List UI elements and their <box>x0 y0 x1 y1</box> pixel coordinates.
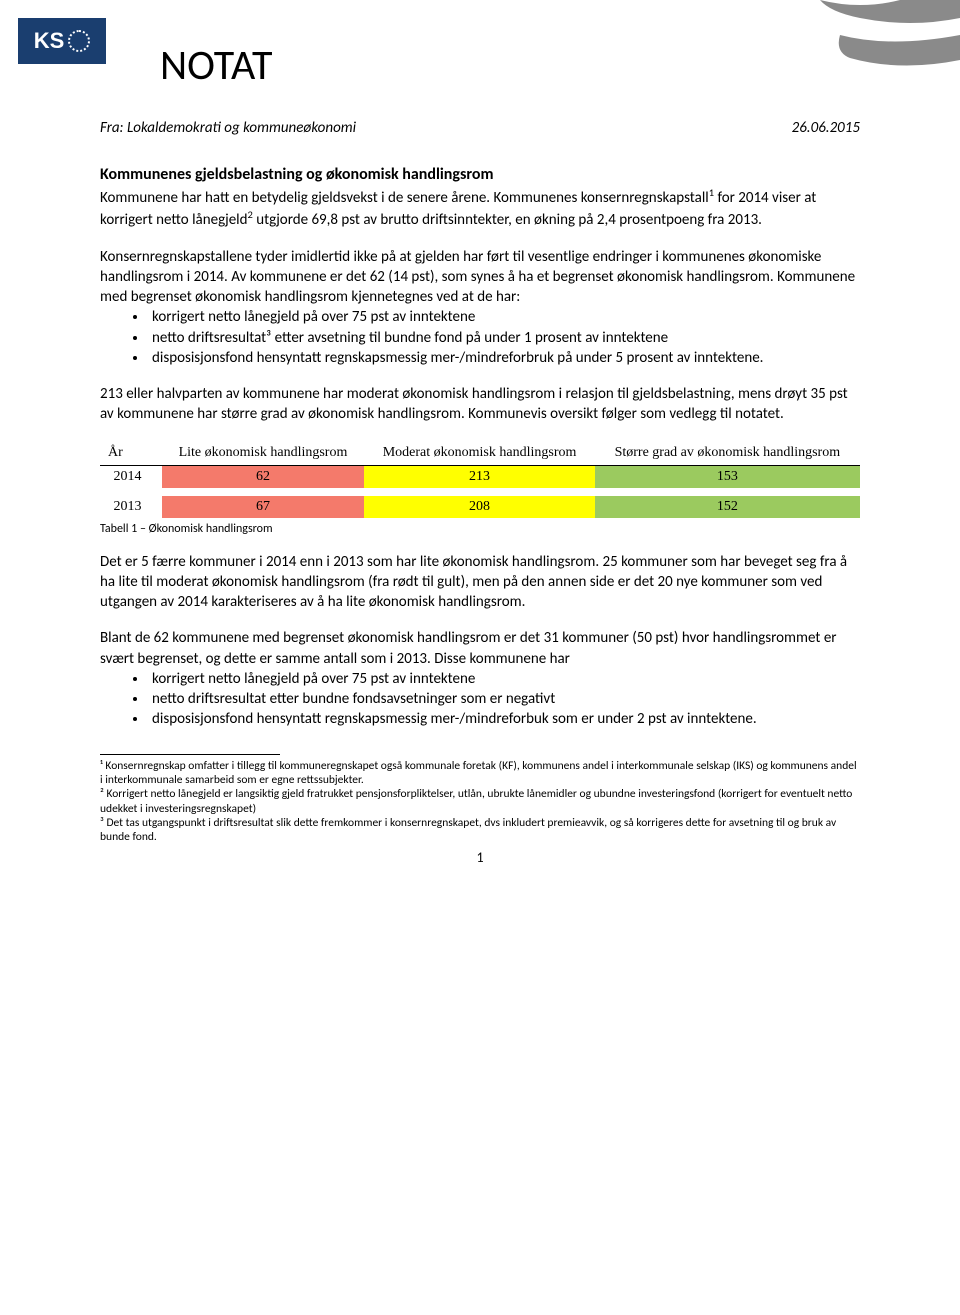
page-body: NOTAT Fra: Lokaldemokrati og kommuneøkon… <box>0 0 960 896</box>
data-table-wrap: År Lite økonomisk handlingsrom Moderat ø… <box>100 441 860 518</box>
table-row: 201367208152 <box>100 496 860 518</box>
paragraph-3: 213 eller halvparten av kommunene har mo… <box>100 384 860 425</box>
bullet-list-2: korrigert netto lånegjeld på over 75 pst… <box>100 669 860 730</box>
document-title: NOTAT <box>160 40 860 91</box>
year-cell: 2014 <box>100 465 162 488</box>
bullet-list-1: korrigert netto lånegjeld på over 75 pst… <box>100 307 860 368</box>
list-item: disposisjonsfond hensyntatt regnskapsmes… <box>148 348 860 368</box>
data-cell: 67 <box>162 496 365 518</box>
section-heading: Kommunenes gjeldsbelastning og økonomisk… <box>100 165 860 184</box>
footnote-1: ¹ Konsernregnskap omfatter i tillegg til… <box>100 759 860 788</box>
page-number: 1 <box>100 849 860 866</box>
list-item: korrigert netto lånegjeld på over 75 pst… <box>148 669 860 689</box>
paragraph-5-intro: Blant de 62 kommunene med begrenset økon… <box>100 628 860 669</box>
handlingsrom-table: År Lite økonomisk handlingsrom Moderat ø… <box>100 441 860 518</box>
paragraph-2-intro: Konsernregnskapstallene tyder imidlertid… <box>100 247 860 308</box>
paragraph-4: Det er 5 færre kommuner i 2014 enn i 201… <box>100 552 860 613</box>
footnote-divider <box>100 754 280 755</box>
col-header: Større grad av økonomisk handlingsrom <box>595 441 860 466</box>
year-cell: 2013 <box>100 496 162 518</box>
from-label: Fra: Lokaldemokrati og kommuneøkonomi <box>100 119 356 137</box>
data-cell: 152 <box>595 496 860 518</box>
data-cell: 153 <box>595 465 860 488</box>
list-item: disposisjonsfond hensyntatt regnskapsmes… <box>148 709 860 729</box>
spacer-row <box>100 488 860 496</box>
table-caption: Tabell 1 – Økonomisk handlingsrom <box>100 522 860 536</box>
col-header: Lite økonomisk handlingsrom <box>162 441 365 466</box>
list-item: korrigert netto lånegjeld på over 75 pst… <box>148 307 860 327</box>
data-cell: 208 <box>364 496 594 518</box>
footnote-3: ³ Det tas utgangspunkt i driftsresultat … <box>100 816 860 845</box>
document-date: 26.06.2015 <box>792 119 860 137</box>
col-header: År <box>100 441 162 466</box>
table-header-row: År Lite økonomisk handlingsrom Moderat ø… <box>100 441 860 466</box>
col-header: Moderat økonomisk handlingsrom <box>364 441 594 466</box>
data-cell: 213 <box>364 465 594 488</box>
table-row: 201462213153 <box>100 465 860 488</box>
meta-line: Fra: Lokaldemokrati og kommuneøkonomi 26… <box>100 119 860 137</box>
paragraph-1: Kommunene har hatt en betydelig gjeldsve… <box>100 186 860 231</box>
data-cell: 62 <box>162 465 365 488</box>
list-item: netto driftsresultat³ etter avsetning ti… <box>148 328 860 348</box>
list-item: netto driftsresultat etter bundne fondsa… <box>148 689 860 709</box>
footnote-2: ² Korrigert netto lånegjeld er langsikti… <box>100 787 860 816</box>
